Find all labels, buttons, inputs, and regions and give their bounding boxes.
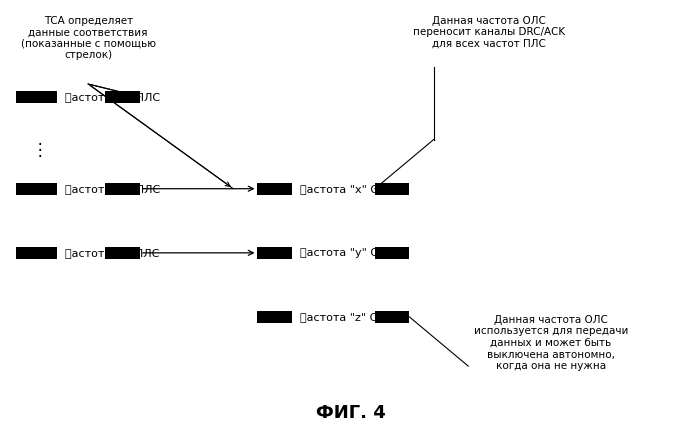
- Bar: [375, 183, 410, 195]
- Text: 䉺астота "z" ОЛС: 䉺астота "z" ОЛС: [301, 312, 395, 322]
- Text: 䉺астота "b" ПЛС: 䉺астота "b" ПЛС: [66, 184, 161, 194]
- Text: Данная частота ОЛС
используется для передачи
данных и может быть
выключена автон: Данная частота ОЛС используется для пере…: [474, 315, 628, 371]
- Bar: [15, 247, 57, 259]
- Bar: [106, 183, 140, 195]
- Bar: [257, 183, 292, 195]
- Text: Данная частота ОЛС
переносит каналы DRC/ACK
для всех частот ПЛС: Данная частота ОЛС переносит каналы DRC/…: [413, 16, 565, 49]
- Bar: [106, 247, 140, 259]
- Text: 䉺астота "y" ОЛС: 䉺астота "y" ОЛС: [301, 248, 396, 258]
- Bar: [257, 311, 292, 323]
- Bar: [15, 183, 57, 195]
- Bar: [15, 91, 57, 103]
- Text: ФИГ. 4: ФИГ. 4: [316, 404, 386, 422]
- Text: ТСА определяет
данные соответствия
(показанные с помощью
стрелок): ТСА определяет данные соответствия (пока…: [21, 16, 156, 60]
- Text: 䉺астота "a" ПЛС: 䉺астота "a" ПЛС: [66, 92, 161, 102]
- Text: 䉺астота "x" ОЛС: 䉺астота "x" ОЛС: [301, 184, 396, 194]
- Bar: [375, 247, 410, 259]
- Bar: [375, 311, 410, 323]
- Text: ⋮: ⋮: [31, 141, 48, 159]
- Bar: [106, 91, 140, 103]
- Bar: [257, 247, 292, 259]
- Text: 䉺астота "c" ПЛС: 䉺астота "c" ПЛС: [66, 248, 160, 258]
